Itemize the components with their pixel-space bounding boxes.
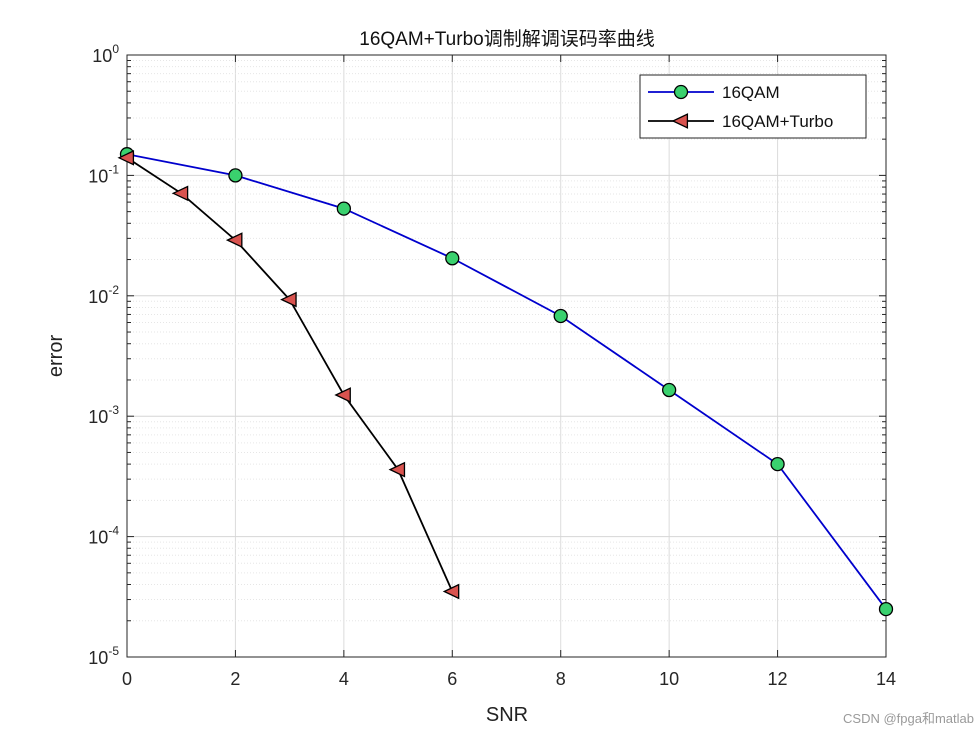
y-tick-label: 10-4 (88, 524, 119, 548)
data-point (388, 461, 406, 478)
x-tick-label: 0 (122, 669, 132, 689)
data-point (445, 251, 460, 266)
data-point (336, 201, 352, 216)
series-0 (119, 147, 894, 617)
legend: 16QAM 16QAM+Turbo (639, 74, 867, 139)
plot-frame (126, 54, 887, 658)
data-point (442, 583, 460, 600)
data-point (553, 308, 568, 324)
x-tick-label: 2 (230, 669, 240, 689)
y-axis-label: error (45, 335, 67, 378)
data-point (228, 168, 243, 183)
watermark: CSDN @fpga和matlab (843, 711, 974, 726)
x-tick-label: 6 (447, 669, 457, 689)
legend-entry: 16QAM+Turbo (722, 112, 833, 131)
legend-marker (671, 113, 689, 129)
chart-title: 16QAM+Turbo调制解调误码率曲线 (359, 28, 654, 50)
axis-ticks: 0 2 4 6 8 10 12 14 100 10-1 10-2 10-3 10-4 10-5 (88, 42, 896, 689)
grid (126, 54, 887, 658)
x-tick-label: 8 (556, 669, 566, 689)
data-point (661, 382, 677, 398)
x-axis-label: SNR (486, 704, 528, 726)
x-tick-label: 10 (659, 669, 679, 689)
x-tick-label: 12 (768, 669, 788, 689)
legend-marker (673, 84, 689, 100)
series-1 (117, 149, 460, 600)
x-tick-label: 4 (339, 669, 349, 689)
y-tick-label: 10-2 (88, 283, 119, 307)
data-point (225, 232, 243, 248)
data-point (334, 387, 351, 403)
data-point (171, 185, 189, 202)
plot-area (127, 55, 886, 657)
data-point (117, 149, 135, 166)
y-tick-label: 10-5 (88, 644, 119, 668)
legend-entry: 16QAM (722, 83, 780, 102)
y-tick-label: 10-1 (88, 162, 119, 186)
data-point (878, 601, 894, 617)
data-point (770, 456, 785, 472)
x-tick-label: 14 (876, 669, 896, 689)
series-line (126, 153, 887, 610)
series-layer (117, 147, 894, 617)
y-tick-label: 100 (92, 42, 119, 66)
y-tick-label: 10-3 (88, 403, 119, 427)
data-point (280, 291, 297, 308)
legend-box (639, 74, 867, 139)
